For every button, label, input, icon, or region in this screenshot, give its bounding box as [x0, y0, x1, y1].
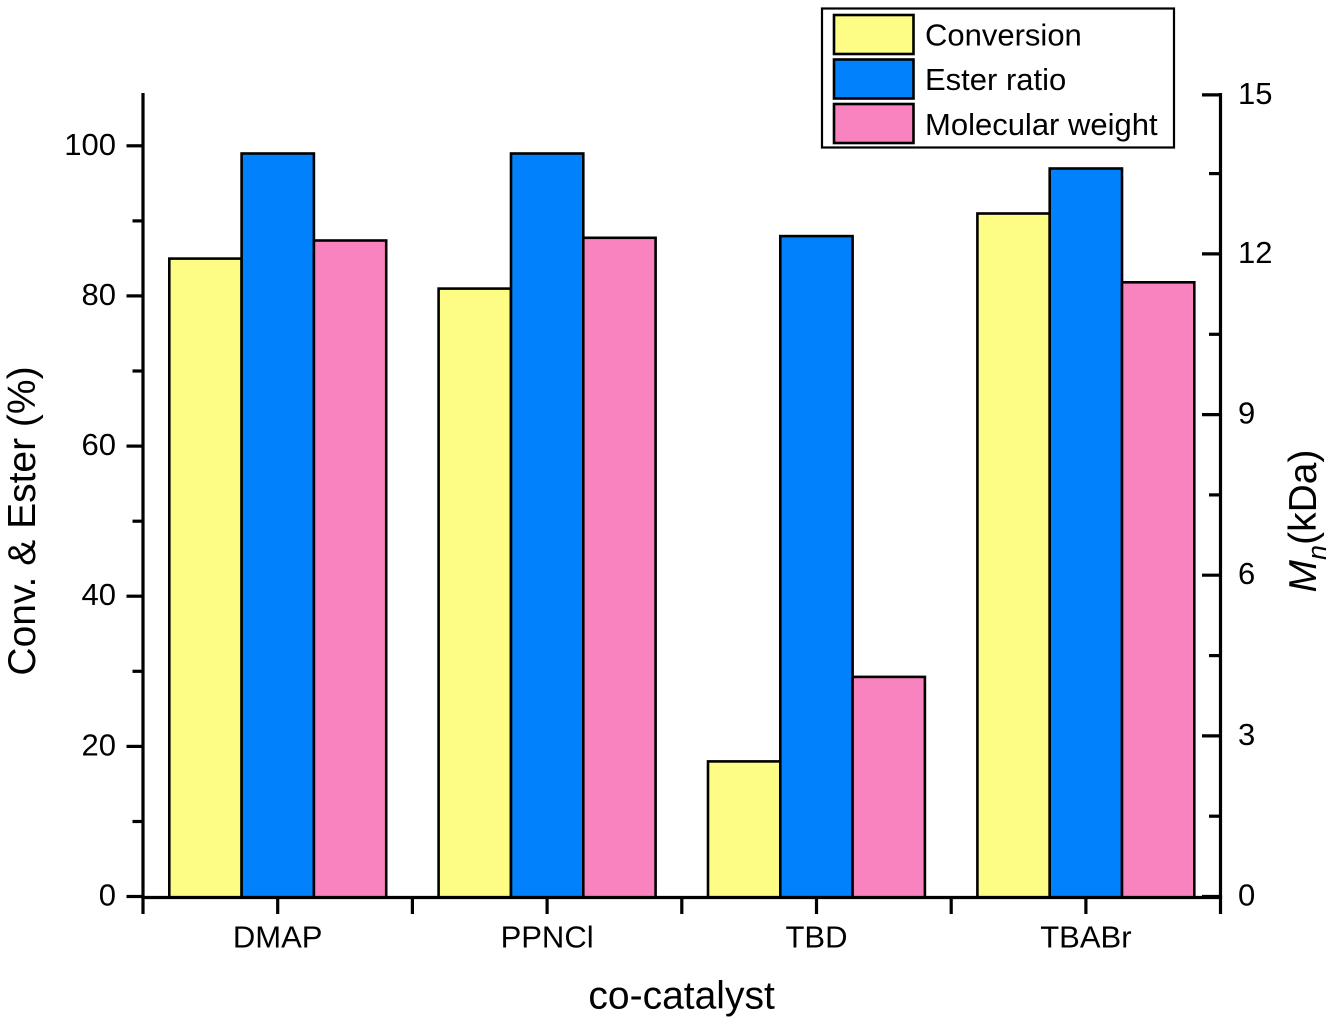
svg-text:6: 6 [1238, 556, 1255, 591]
svg-text:TBD: TBD [786, 919, 848, 954]
svg-text:3: 3 [1238, 717, 1255, 752]
svg-text:60: 60 [82, 427, 116, 462]
svg-text:Ester ratio: Ester ratio [925, 62, 1066, 97]
svg-text:Conversion: Conversion [925, 17, 1082, 52]
svg-text:40: 40 [82, 577, 116, 612]
svg-text:9: 9 [1238, 396, 1255, 431]
svg-text:12: 12 [1238, 235, 1272, 270]
svg-text:80: 80 [82, 277, 116, 312]
svg-text:15: 15 [1238, 76, 1272, 111]
svg-text:100: 100 [64, 127, 116, 162]
svg-text:Conv. & Ester (%): Conv. & Ester (%) [1, 366, 44, 675]
svg-text:DMAP: DMAP [233, 919, 323, 954]
svg-text:0: 0 [1238, 878, 1255, 913]
svg-text:0: 0 [99, 878, 116, 913]
svg-text:20: 20 [82, 727, 116, 762]
svg-text:TBABr: TBABr [1040, 919, 1131, 954]
svg-text:PPNCl: PPNCl [501, 919, 594, 954]
svg-text:Mn(kDa): Mn(kDa) [1282, 450, 1332, 593]
svg-text:Molecular weight: Molecular weight [925, 107, 1158, 142]
svg-text:co-catalyst: co-catalyst [588, 975, 775, 1018]
